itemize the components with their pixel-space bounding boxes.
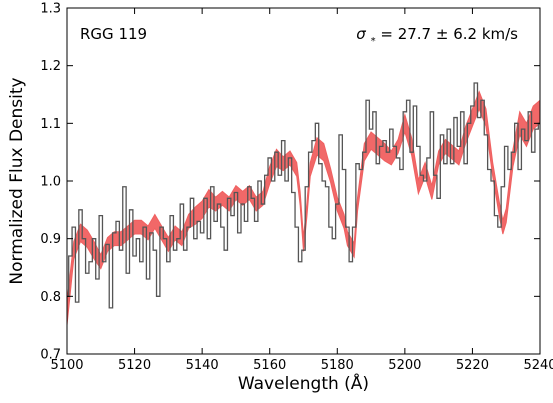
x-tick-label: 5240 [523,358,553,373]
x-tick-label: 5140 [186,358,219,373]
x-tick-label: 5100 [50,358,83,373]
series-group [67,82,540,326]
plot-frame [66,7,541,355]
y-tick-label: 0.7 [40,348,61,363]
object-label: RGG 119 [80,25,147,43]
y-tick-label: 1.0 [40,175,61,190]
sigma-symbol: σ [356,25,366,43]
ticks-layer: 5100 5120 5140 5160 5180 5200 5220 5240 0.7 0.8 0.… [40,2,553,374]
sigma-label: σ * = 27.7 ± 6.2 km/s [356,25,518,48]
y-tick-label: 0.9 [40,232,61,247]
x-tick-label: 5120 [118,358,151,373]
x-tick-label: 5220 [456,358,489,373]
data-step-line [67,82,540,309]
sigma-value: = 27.7 ± 6.2 km/s [380,25,518,43]
x-axis-label: Wavelength (Å) [238,372,369,394]
y-tick-label: 1.2 [40,59,61,74]
y-axis-label: Normalized Flux Density [7,77,27,284]
x-tick-label: 5160 [253,358,286,373]
series-layer [67,82,540,326]
model-band [67,90,540,326]
x-tick-label: 5200 [388,358,421,373]
sigma-subscript: * [371,36,376,47]
y-tick-label: 1.3 [40,2,61,17]
y-tick-label: 0.8 [40,290,61,305]
x-tick-label: 5180 [321,358,354,373]
y-tick-label: 1.1 [40,117,61,132]
